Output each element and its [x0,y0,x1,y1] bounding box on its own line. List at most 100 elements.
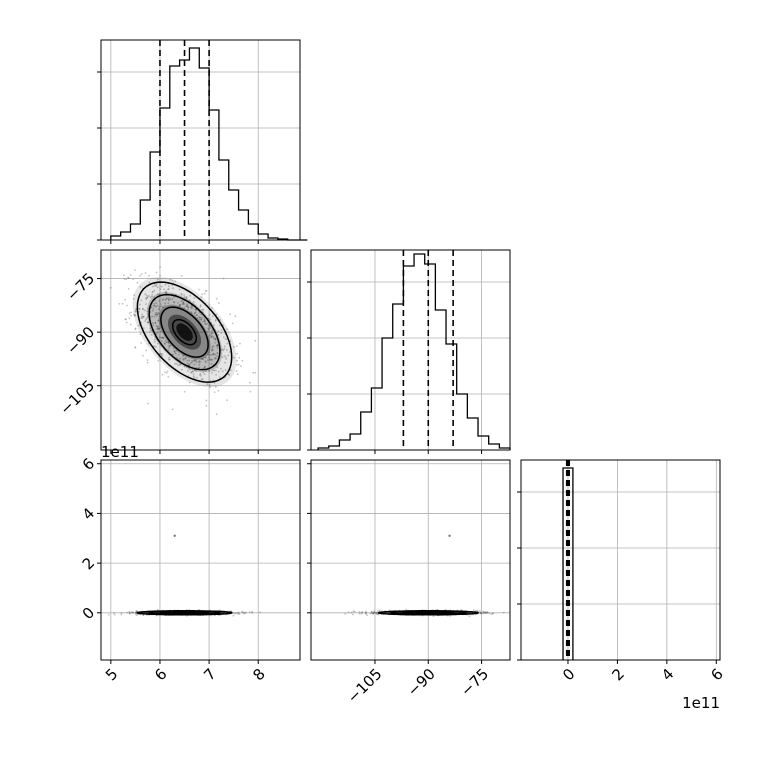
x-tick-label-p1: −90 [404,665,439,700]
scatter-point [517,610,519,612]
density-body [344,534,519,618]
scatter-point [162,298,165,301]
scatter-point [182,354,185,357]
scatter-point [134,269,136,271]
scatter-point [158,305,161,308]
x-tick-label-p0: 7 [200,665,219,684]
scatter-point [149,329,152,332]
scatter-point [210,363,213,365]
scatter-point [199,374,201,376]
panel-frame [520,459,721,661]
scatter-point [238,612,241,615]
scatter-point [142,614,145,617]
scatter-point [231,322,234,325]
scatter-point [240,365,242,368]
scatter-point [176,357,179,360]
scatter-point [217,389,220,392]
scatter-point [209,325,212,328]
scatter-point [241,611,244,614]
scatter-point [168,356,171,359]
scatter-point [199,304,202,307]
panel-frame [310,459,511,661]
scatter-point [203,373,206,375]
scatter-point [487,611,489,614]
scatter-point [210,348,213,351]
scatter-point [206,359,209,362]
scatter-point [144,320,147,322]
scatter-point [209,318,212,321]
scatter-point [164,283,167,286]
scatter-point [192,301,195,303]
histogram-panel-1 [307,249,511,454]
scatter-point [149,296,152,299]
scatter-point [365,611,368,614]
scatter-point [145,303,147,305]
scatter-point [364,612,367,615]
scatter-point [226,328,228,331]
scatter-point [373,611,376,614]
scatter-point [193,363,196,366]
scatter-point [173,301,176,304]
scatter-point [222,336,225,339]
scatter-point [172,287,174,290]
scatter-point [183,390,186,393]
scatter-point [150,333,153,336]
scatter-point [221,348,224,351]
scatter-point [222,349,225,352]
scatter-point [249,390,252,393]
scatter-point [449,615,451,617]
scatter-point [136,281,139,284]
density-panel-0-2: 0 2 4 6 5 6 7 8 [79,455,301,684]
scatter-point [223,355,226,357]
scatter-point [139,333,142,336]
scatter-point [199,372,202,375]
scatter-point [229,351,231,353]
scatter-point [146,296,149,299]
scatter-point [176,363,178,365]
scatter-point [492,612,494,615]
scatter-point [169,358,172,361]
scatter-point [241,359,244,362]
scatter-point [147,307,150,310]
scatter-point [179,357,182,360]
scatter-point [178,305,181,307]
scatter-point [189,300,192,303]
scatter-point [156,283,158,285]
scatter-point [165,341,168,344]
scatter-point [167,302,170,305]
scatter-point [109,286,112,289]
scatter-point [141,308,144,310]
scatter-point [376,610,379,612]
scatter-point [134,611,137,614]
scatter-point [220,332,223,334]
scatter-point [121,303,124,305]
scatter-point [200,296,203,298]
scatter-point [485,612,487,615]
scatter-point [352,610,355,612]
grid [311,460,510,660]
scatter-point [205,404,208,407]
scatter-point [150,306,153,309]
scatter-point [237,613,240,615]
scatter-point [134,310,137,312]
scatter-point [219,376,221,379]
scatter-point [152,324,155,327]
scatter-point [166,370,169,372]
scatter-point [129,323,132,326]
scatter-point [195,309,198,311]
scatter-point [203,320,206,323]
scatter-point [140,273,143,275]
scatter-point [182,358,185,361]
scatter-point [154,305,157,308]
scatter-point [147,402,149,405]
scatter-point [171,298,174,300]
scatter-point [181,303,184,305]
scatter-point [251,612,254,614]
scatter-point [156,304,159,307]
scatter-point [182,354,184,357]
scatter-point [182,301,185,304]
scatter-point [236,359,238,362]
scatter-point [220,611,223,614]
density-panel-1-2: −105 −90 −75 [307,459,519,707]
scatter-point [371,611,373,613]
